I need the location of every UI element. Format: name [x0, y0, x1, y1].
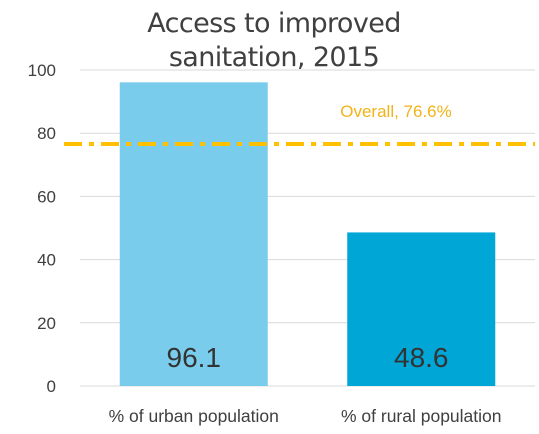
- y-tick-label: 40: [37, 251, 56, 270]
- chart-title-line-2: sanitation, 2015: [169, 42, 379, 73]
- y-axis-tick-labels: 0 20 40 60 80 100: [28, 61, 56, 396]
- bar-data-labels: 96.1 48.6: [167, 342, 449, 373]
- chart-title-line-1: Access to improved: [147, 8, 401, 39]
- bar-data-label: 96.1: [167, 342, 222, 373]
- y-tick-label: 100: [28, 61, 56, 80]
- bars: [119, 82, 496, 386]
- overall-reference: Overall, 76.6%: [64, 102, 535, 146]
- bar: [119, 82, 268, 386]
- y-tick-label: 0: [47, 377, 56, 396]
- x-axis-category-labels: % of urban population % of rural populati…: [109, 406, 502, 426]
- x-category-label: % of rural population: [341, 406, 502, 426]
- bar-data-label: 48.6: [394, 342, 449, 373]
- y-tick-label: 60: [37, 187, 56, 206]
- y-tick-label: 20: [37, 314, 56, 333]
- chart-title: Access to improved sanitation, 2015: [147, 8, 401, 73]
- y-tick-label: 80: [37, 124, 56, 143]
- bar: [347, 232, 496, 386]
- overall-reference-label: Overall, 76.6%: [340, 102, 452, 121]
- x-category-label: % of urban population: [109, 406, 279, 426]
